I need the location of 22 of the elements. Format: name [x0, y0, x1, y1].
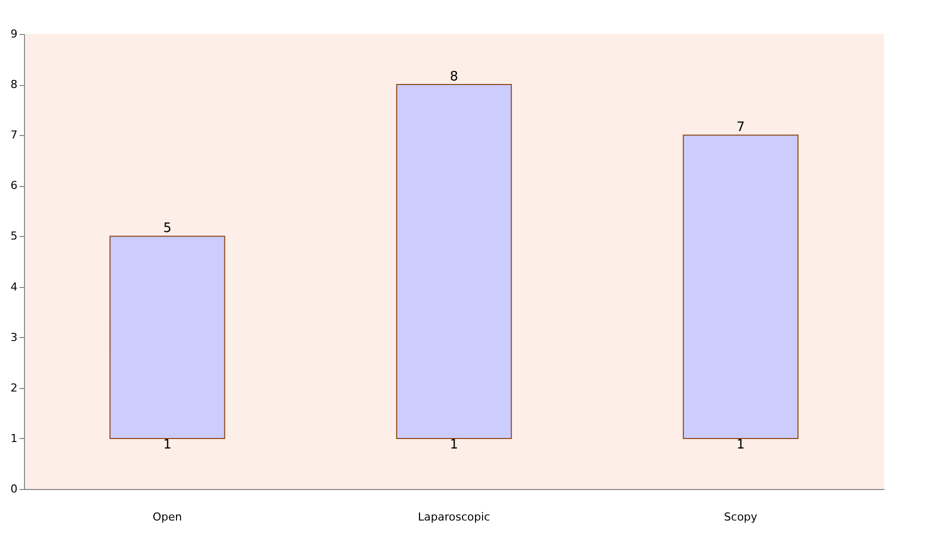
data-label: 8	[450, 70, 458, 85]
y-tick-label: 7	[10, 128, 18, 142]
y-tick-label: 1	[10, 432, 18, 445]
bar	[396, 84, 512, 439]
bar	[110, 236, 226, 439]
y-tick-label: 2	[10, 381, 18, 394]
y-tick-label: 5	[10, 230, 18, 243]
y-tick-label: 3	[10, 330, 18, 344]
annotation: 1	[163, 437, 172, 452]
y-tick-label: 9	[10, 28, 18, 40]
y-tick-label: 0	[10, 482, 18, 496]
annotation: 1	[450, 437, 458, 452]
y-tick-label: 8	[10, 78, 18, 92]
y-tick-label: 4	[10, 280, 18, 294]
annotation: 1	[736, 437, 745, 452]
x-tick-label: Laparoscopic	[418, 510, 490, 524]
bar	[682, 134, 798, 439]
x-tick-label: Open	[152, 510, 182, 524]
data-label: 7	[736, 120, 745, 136]
data-label: 5	[163, 221, 172, 236]
x-tick-label: Scopy	[724, 510, 758, 524]
y-tick-label: 6	[10, 179, 18, 192]
